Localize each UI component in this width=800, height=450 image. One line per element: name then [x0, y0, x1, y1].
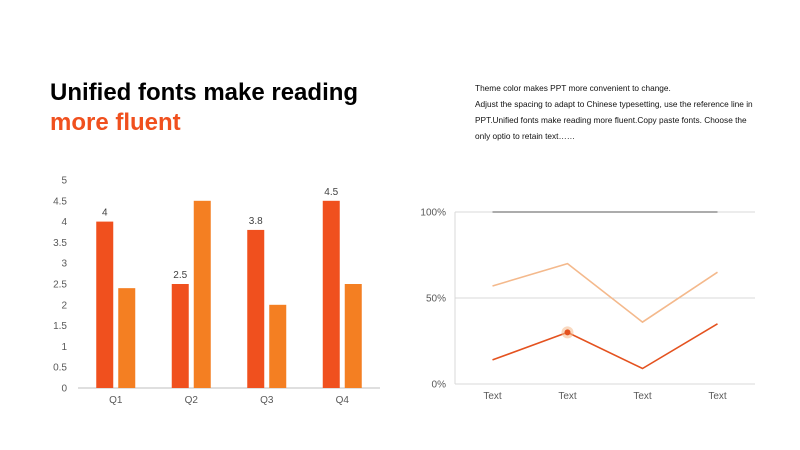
x-tick-label: Text — [708, 391, 727, 402]
x-tick-label: Text — [558, 391, 577, 402]
y-tick-label: 0% — [432, 380, 447, 391]
data-label: 4 — [102, 208, 108, 219]
bar — [269, 304, 287, 388]
y-tick-label: 50% — [426, 294, 446, 305]
bar — [193, 200, 211, 388]
y-tick-label: 0.5 — [53, 363, 67, 374]
x-tick-label: Q4 — [336, 395, 350, 406]
bar — [344, 284, 362, 388]
y-tick-label: 0 — [61, 384, 67, 395]
highlight-point — [564, 329, 571, 336]
y-tick-label: 100% — [420, 208, 446, 219]
y-tick-label: 5 — [61, 176, 67, 187]
bar — [118, 288, 136, 388]
x-tick-label: Q3 — [260, 395, 274, 406]
bar — [322, 200, 340, 388]
title-block: Unified fonts make reading more fluent — [50, 78, 358, 138]
data-label: 4.5 — [324, 187, 338, 198]
y-tick-label: 4 — [61, 217, 67, 228]
data-label: 2.5 — [173, 270, 187, 281]
data-label: 3.8 — [249, 216, 263, 227]
description-line-1: Theme color makes PPT more convenient to… — [475, 83, 671, 93]
x-tick-label: Q2 — [185, 395, 199, 406]
series-line — [492, 262, 718, 324]
bar — [247, 229, 265, 388]
y-tick-label: 2.5 — [53, 280, 67, 291]
x-tick-label: Text — [483, 391, 502, 402]
y-tick-label: 3 — [61, 259, 67, 270]
y-tick-label: 3.5 — [53, 238, 67, 249]
x-tick-label: Text — [633, 391, 652, 402]
description: Theme color makes PPT more convenient to… — [475, 80, 760, 144]
y-tick-label: 4.5 — [53, 196, 67, 207]
y-tick-label: 1 — [61, 342, 67, 353]
page-title: Unified fonts make reading — [50, 79, 359, 106]
y-tick-label: 2 — [61, 300, 67, 311]
bar — [96, 221, 114, 388]
description-line-2: Adjust the spacing to adapt to Chinese t… — [475, 99, 753, 141]
y-tick-label: 1.5 — [53, 321, 67, 332]
series-line — [492, 323, 718, 370]
bar — [171, 284, 189, 388]
x-tick-label: Q1 — [109, 395, 123, 406]
page-subtitle: more fluent — [50, 109, 181, 136]
